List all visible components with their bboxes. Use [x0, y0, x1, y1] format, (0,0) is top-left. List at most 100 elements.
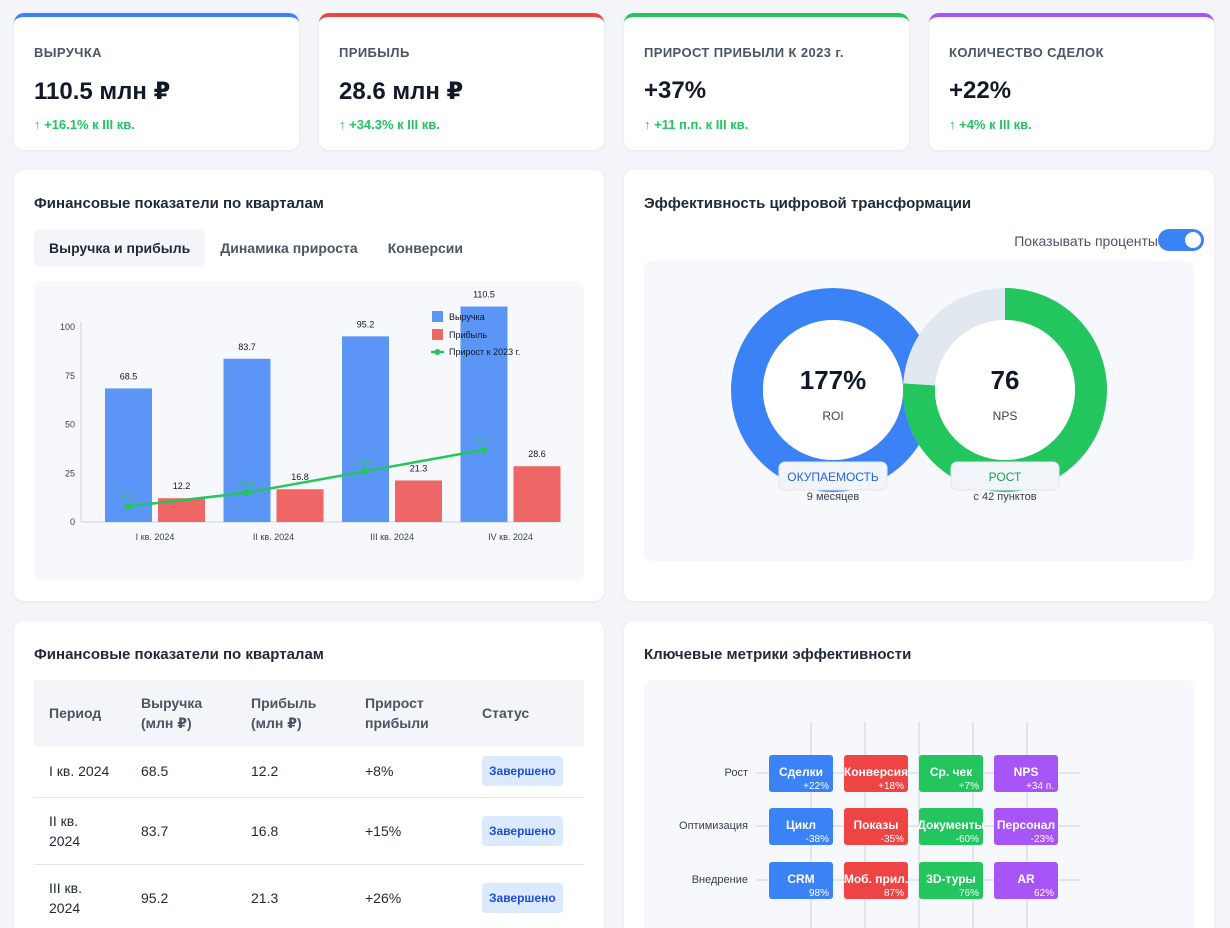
bar-label-profit: 28.6 — [528, 449, 546, 459]
metrics-grid-area: Рост Сделки +22% Конверсия +18% Ср. чек +7% NPS… — [644, 680, 1194, 928]
metric-cell — [994, 862, 1058, 899]
metric-name: CRM — [787, 872, 814, 886]
metric-value: 87% — [884, 888, 904, 899]
cell-growth: +8% — [350, 746, 467, 798]
metric-cell — [994, 808, 1058, 845]
bar-revenue — [460, 306, 508, 522]
cell-revenue: 68.5 — [126, 746, 236, 798]
kpi-label: ПРИРОСТ ПРИБЫЛИ К 2023 г. — [644, 45, 844, 60]
y-tick-label: 0 — [70, 517, 75, 527]
bar-profit — [276, 489, 324, 522]
y-tick-label: 25 — [65, 468, 75, 478]
nps-donut-hole — [935, 320, 1075, 460]
kpi-value: +37% — [644, 77, 707, 104]
cell-status: Завершено — [467, 864, 584, 928]
bar-revenue — [223, 358, 271, 522]
cell-period: III кв. 2024 — [34, 864, 126, 928]
cell-period: II кв. 2024 — [34, 797, 126, 865]
metric-value: -23% — [1031, 834, 1054, 845]
growth-point-label: 15% — [237, 479, 255, 489]
metric-value: -60% — [956, 834, 979, 845]
metric-value: +7% — [959, 781, 979, 792]
legend-swatch-revenue — [432, 311, 443, 322]
kpi-value: 110.5 млн ₽ — [34, 78, 171, 105]
growth-point — [480, 446, 487, 454]
metric-name: NPS — [1014, 765, 1039, 779]
metric-name: 3D-туры — [926, 872, 976, 886]
kpi-value: 28.6 млн ₽ — [339, 78, 464, 105]
cell-growth: +15% — [350, 797, 467, 865]
legend-label-revenue: Выручка — [449, 312, 485, 322]
kpi-card-profit: ПРИБЫЛЬ 28.6 млн ₽ ↑ +34.3% к III кв. — [319, 13, 604, 150]
header-growth: Прирост прибыли — [350, 680, 467, 746]
legend-swatch-growth-point — [434, 349, 441, 355]
finance-table: Период Выручка (млн ₽) Прибыль (млн ₽) При… — [34, 680, 584, 928]
metric-cell — [994, 755, 1058, 792]
status-badge: Завершено — [482, 882, 563, 913]
bar-label-profit: 16.8 — [291, 472, 309, 482]
metric-name: Сделки — [779, 765, 823, 779]
digital-transformation-panel: Эффективность цифровой трансформации Пок… — [624, 170, 1214, 601]
tab-revenue-profit[interactable]: Выручка и прибыль — [34, 229, 206, 267]
metric-name: Ср. чек — [930, 765, 973, 779]
bar-profit — [158, 498, 205, 522]
y-tick-label: 75 — [65, 371, 75, 381]
kpi-delta: ↑ +4% к III кв. — [949, 117, 1032, 132]
tab-growth-dynamics[interactable]: Динамика прироста — [220, 240, 358, 256]
nps-badge-box — [950, 461, 1060, 491]
metric-cell — [769, 808, 833, 845]
status-badge: Завершено — [482, 815, 563, 846]
metric-value: -38% — [806, 834, 829, 845]
x-tick-label: IV кв. 2024 — [488, 532, 533, 542]
kpi-label: ВЫРУЧКА — [34, 45, 102, 60]
y-tick-label: 50 — [65, 420, 75, 430]
metric-value: 98% — [809, 888, 829, 899]
cell-revenue: 95.2 — [126, 864, 236, 928]
kpi-delta: ↑ +16.1% к III кв. — [34, 117, 135, 132]
cell-profit: 12.2 — [236, 746, 350, 798]
header-profit: Прибыль (млн ₽) — [236, 680, 350, 746]
toggle-knob — [1185, 232, 1201, 248]
metric-value: +18% — [878, 781, 904, 792]
bar-label-profit: 12.2 — [173, 481, 191, 491]
tab-conversions[interactable]: Конверсии — [387, 240, 463, 256]
growth-point — [124, 502, 132, 510]
bar-label-revenue: 110.5 — [473, 290, 495, 300]
cell-status: Завершено — [467, 746, 584, 798]
roi-label: ROI — [822, 409, 843, 423]
legend-label-growth: Прирост к 2023 г. — [449, 347, 520, 357]
bar-profit — [513, 466, 561, 522]
table-row: I кв. 2024 68.5 12.2 +8% Завершено — [34, 746, 584, 798]
table-header-row: Период Выручка (млн ₽) Прибыль (млн ₽) При… — [34, 680, 584, 746]
metric-cell — [919, 862, 983, 899]
chart-tabs: Выручка и прибыль Динамика прироста Конв… — [34, 229, 478, 267]
growth-point — [243, 489, 250, 497]
bar-label-profit: 21.3 — [410, 463, 428, 473]
bar-label-revenue: 68.5 — [120, 371, 138, 381]
donut-area: 177% ROI ОКУПАЕМОСТЬ 9 месяцев 76 NPS РОСТ с 42… — [644, 261, 1194, 561]
y-tick-label: 100 — [60, 322, 75, 332]
metric-value: +34 п. — [1026, 781, 1054, 792]
row-label: Оптимизация — [679, 820, 748, 832]
nps-value: 76 — [991, 365, 1020, 395]
status-badge: Завершено — [482, 756, 563, 787]
roi-sub: 9 месяцев — [807, 491, 860, 503]
metrics-heatmap: Рост Сделки +22% Конверсия +18% Ср. чек +7% NPS… — [679, 722, 1080, 928]
cell-status: Завершено — [467, 797, 584, 865]
nps-sub: с 42 пунктов — [973, 491, 1036, 503]
metric-name: Цикл — [786, 818, 816, 832]
growth-point-label: 26% — [356, 457, 374, 467]
header-revenue: Выручка (млн ₽) — [126, 680, 236, 746]
row-label: Рост — [724, 767, 748, 779]
metric-name: Персонал — [997, 818, 1055, 832]
nps-label: NPS — [993, 409, 1018, 423]
x-tick-label: I кв. 2024 — [136, 532, 175, 542]
show-percent-toggle[interactable] — [1158, 229, 1204, 251]
kpi-delta: ↑ +34.3% к III кв. — [339, 117, 440, 132]
kpi-card-profit-growth: ПРИРОСТ ПРИБЫЛИ К 2023 г. +37% ↑ +11 п.п… — [624, 13, 909, 150]
metric-cell — [844, 755, 908, 792]
kpi-delta: ↑ +11 п.п. к III кв. — [644, 117, 749, 132]
cell-revenue: 83.7 — [126, 797, 236, 865]
metric-value: +22% — [803, 781, 829, 792]
metric-name: Показы — [854, 818, 899, 832]
